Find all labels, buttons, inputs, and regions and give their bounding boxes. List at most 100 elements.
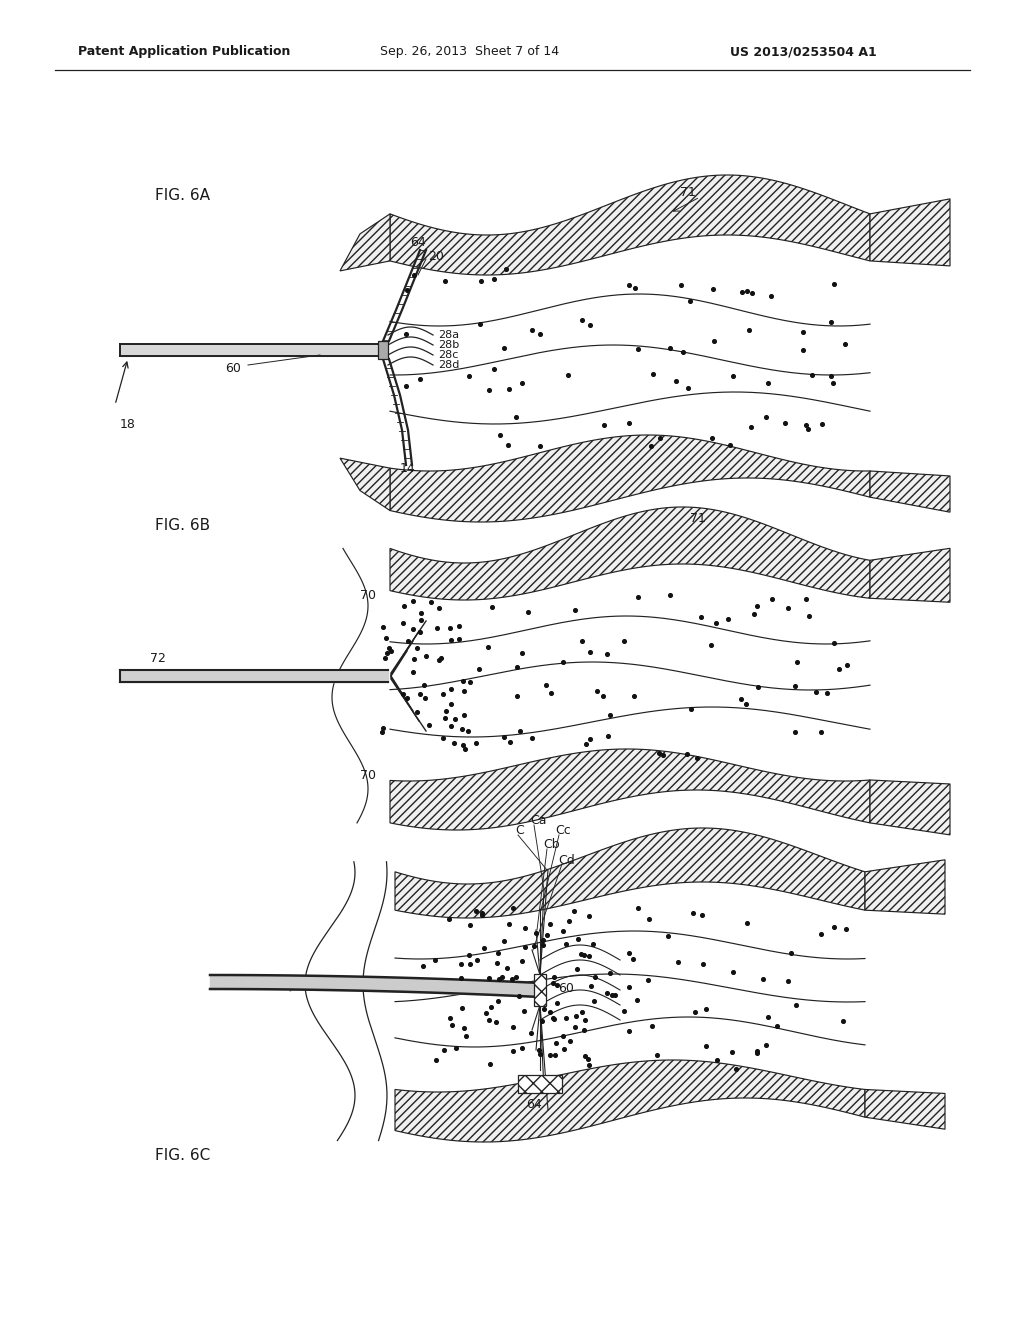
- Point: [561, 911, 578, 932]
- Point: [409, 701, 425, 722]
- Point: [777, 413, 794, 434]
- Point: [652, 428, 669, 449]
- Point: [522, 1022, 539, 1043]
- Point: [532, 1043, 549, 1064]
- Point: [500, 434, 516, 455]
- Polygon shape: [865, 859, 945, 915]
- Point: [840, 655, 856, 676]
- Text: 70: 70: [360, 589, 376, 602]
- Point: [734, 282, 751, 304]
- Point: [398, 688, 415, 709]
- Point: [472, 313, 488, 334]
- Point: [494, 966, 510, 987]
- Point: [589, 680, 605, 701]
- Text: 20: 20: [428, 249, 443, 263]
- Point: [483, 997, 500, 1018]
- Point: [728, 1059, 744, 1080]
- Point: [599, 644, 615, 665]
- Point: [435, 1039, 452, 1060]
- Point: [542, 913, 558, 935]
- Point: [662, 583, 678, 605]
- Point: [536, 999, 552, 1020]
- Point: [628, 277, 644, 298]
- Point: [428, 1049, 444, 1071]
- Point: [453, 954, 469, 975]
- Point: [513, 1038, 529, 1059]
- Point: [687, 1002, 703, 1023]
- Point: [443, 630, 460, 651]
- Point: [780, 970, 797, 991]
- Point: [586, 990, 602, 1011]
- Point: [539, 924, 555, 945]
- Point: [511, 985, 527, 1006]
- Point: [508, 966, 524, 987]
- Point: [685, 903, 701, 924]
- Point: [462, 672, 478, 693]
- Point: [383, 640, 399, 661]
- Point: [498, 259, 514, 280]
- Point: [442, 678, 459, 700]
- Point: [580, 1049, 596, 1071]
- Point: [583, 975, 599, 997]
- Polygon shape: [395, 828, 865, 917]
- Polygon shape: [390, 176, 870, 275]
- Point: [783, 942, 800, 964]
- Point: [630, 338, 646, 359]
- Point: [825, 372, 842, 393]
- Point: [412, 684, 428, 705]
- Point: [394, 612, 411, 634]
- Point: [555, 651, 571, 672]
- Point: [649, 1045, 666, 1067]
- Point: [758, 407, 774, 428]
- Point: [738, 693, 755, 714]
- Point: [527, 923, 544, 944]
- Point: [480, 636, 497, 657]
- Point: [644, 1015, 660, 1036]
- Point: [682, 290, 698, 312]
- Point: [461, 366, 477, 387]
- Point: [572, 944, 589, 965]
- Point: [454, 968, 470, 989]
- Point: [732, 689, 749, 710]
- Point: [825, 273, 842, 294]
- Point: [492, 424, 508, 445]
- Point: [441, 908, 458, 929]
- Point: [428, 618, 444, 639]
- Point: [502, 731, 518, 752]
- Text: C: C: [515, 824, 523, 837]
- Point: [523, 727, 540, 748]
- Text: 64: 64: [526, 1098, 542, 1111]
- Point: [505, 898, 521, 919]
- Point: [531, 1039, 548, 1060]
- Point: [549, 974, 565, 995]
- Point: [457, 1018, 473, 1039]
- FancyBboxPatch shape: [378, 341, 388, 359]
- Polygon shape: [390, 507, 870, 601]
- Point: [394, 684, 411, 705]
- Point: [567, 1006, 584, 1027]
- Point: [435, 682, 452, 704]
- Point: [629, 990, 645, 1011]
- Point: [582, 642, 598, 663]
- Point: [489, 953, 506, 974]
- Point: [673, 275, 689, 296]
- Text: Patent Application Publication: Patent Application Publication: [78, 45, 291, 58]
- Point: [743, 282, 760, 304]
- Point: [398, 375, 415, 396]
- Point: [444, 1015, 461, 1036]
- Point: [456, 705, 472, 726]
- Point: [488, 1012, 505, 1034]
- Point: [556, 1039, 572, 1060]
- Point: [601, 705, 617, 726]
- Point: [788, 651, 805, 672]
- Point: [695, 953, 712, 974]
- Point: [622, 1020, 638, 1041]
- Point: [808, 681, 824, 702]
- Point: [438, 700, 455, 721]
- Point: [417, 688, 433, 709]
- Text: 64: 64: [410, 235, 426, 248]
- Point: [480, 968, 497, 989]
- Point: [725, 366, 741, 387]
- Point: [542, 1002, 558, 1023]
- Point: [489, 991, 506, 1012]
